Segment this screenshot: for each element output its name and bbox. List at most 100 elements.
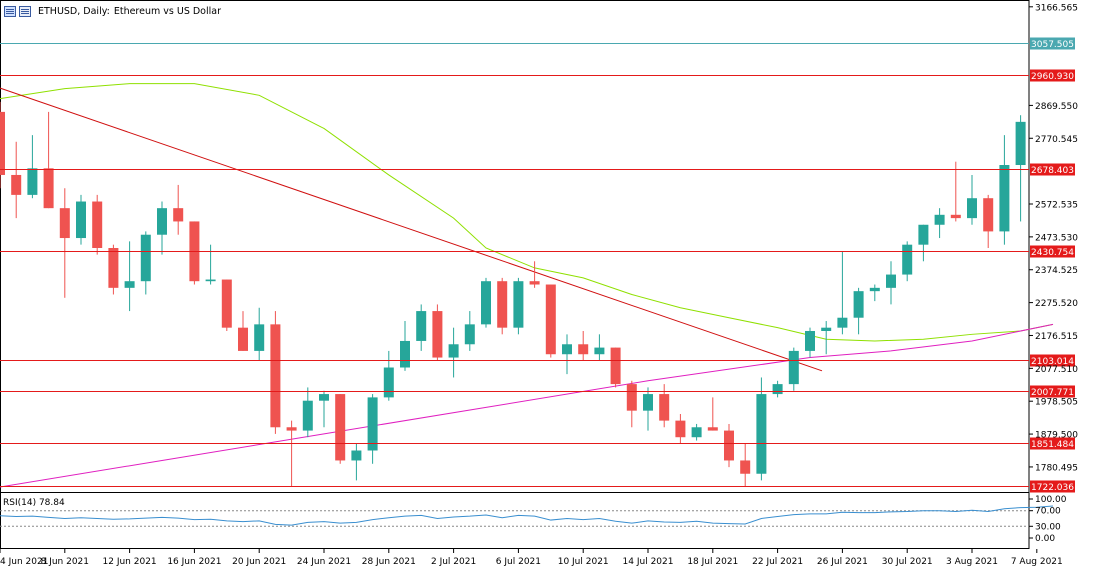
candle-body: [545, 284, 556, 355]
candle: [772, 380, 783, 398]
candle-body: [724, 430, 734, 461]
price-tick-label: 1780.495: [1035, 463, 1078, 473]
rsi-tick-label: 100.00: [1035, 495, 1067, 505]
level-label: 2678.403: [1030, 163, 1075, 176]
candle-body: [367, 397, 378, 451]
candle-body: [400, 340, 410, 368]
candle: [659, 384, 670, 428]
level-label: 2430.754: [1030, 245, 1075, 258]
chart-title: ETHUSD, Daily: Ethereum vs US Dollar: [38, 6, 221, 17]
candle-body: [319, 394, 329, 401]
level-label: 1722.036: [1030, 480, 1075, 493]
level-label-text: 2430.754: [1031, 248, 1074, 258]
candle-body: [675, 420, 686, 438]
candle: [254, 307, 265, 361]
price-tick-label: 1879.500: [1035, 431, 1078, 441]
current-price-label: 3057.505: [1030, 37, 1075, 50]
candle-body: [11, 174, 22, 195]
candle-body: [837, 317, 848, 328]
candle: [918, 224, 929, 262]
candle-body: [27, 168, 38, 195]
moving-averages: [0, 83, 1054, 488]
date-label: 20 Jun 2021: [232, 557, 286, 567]
candle: [92, 194, 103, 255]
candle-body: [481, 281, 491, 325]
candle: [886, 261, 896, 305]
candle-body: [659, 394, 670, 421]
candle-body: [43, 168, 54, 209]
candle-body: [999, 165, 1010, 232]
candle: [319, 390, 329, 428]
candle-body: [886, 274, 896, 288]
candle: [788, 347, 799, 391]
chart-window-icon[interactable]: [4, 5, 16, 17]
candle: [189, 221, 200, 285]
candle: [950, 161, 961, 222]
rsi-tick-label: 70.00: [1035, 507, 1061, 517]
candle: [578, 330, 589, 361]
candle-body: [1015, 121, 1026, 166]
level-label: 1851.484: [1030, 437, 1075, 450]
candle: [740, 443, 751, 488]
candle: [513, 277, 524, 335]
candle-body: [983, 198, 994, 232]
symbol-description: Ethereum vs US Dollar: [113, 5, 222, 17]
level-label-box: [1030, 245, 1075, 258]
candle-body: [416, 311, 427, 341]
price-tick-label: 3166.565: [1035, 3, 1078, 13]
candle-body: [59, 208, 70, 239]
candle: [205, 244, 216, 285]
ma-long-line: [0, 323, 1054, 488]
candle-body: [92, 201, 103, 248]
chart-list-icon[interactable]: [19, 5, 31, 17]
chart-title-bar: ETHUSD, Daily: Ethereum vs US Dollar: [4, 3, 221, 19]
candle-body: [756, 394, 767, 474]
price-tick-label: 2572.535: [1035, 201, 1078, 211]
candle-body: [853, 291, 864, 318]
level-label: 2960.930: [1030, 69, 1075, 82]
candle-body: [610, 347, 621, 385]
date-label: 6 Jul 2021: [496, 557, 541, 567]
candle: [448, 327, 459, 378]
candle: [157, 201, 167, 255]
candle-body: [351, 450, 362, 461]
level-label: 2007.771: [1030, 385, 1075, 398]
candle: [902, 241, 913, 282]
candle-body: [124, 281, 135, 288]
candle: [351, 443, 362, 481]
price-tick-label: 2077.510: [1035, 365, 1078, 375]
candle: [1015, 115, 1026, 222]
candle-body: [902, 244, 913, 275]
candle-body: [740, 460, 751, 474]
candle-body: [497, 281, 508, 328]
candle: [610, 347, 621, 388]
candle: [302, 387, 313, 438]
candle: [756, 377, 767, 481]
price-tick-label: 2770.545: [1035, 135, 1078, 145]
candle: [416, 304, 427, 351]
candle-body: [643, 394, 653, 411]
candle: [545, 284, 556, 358]
candle-body: [254, 324, 265, 351]
candle-body: [950, 214, 961, 219]
candle-body: [707, 427, 718, 431]
level-label-text: 2678.403: [1031, 166, 1074, 176]
candle: [497, 277, 508, 335]
candle-body: [513, 281, 524, 328]
level-label-text: 2007.771: [1031, 388, 1074, 398]
candle-body: [772, 384, 783, 395]
candle-body: [691, 427, 702, 438]
candle: [432, 304, 443, 361]
candle: [11, 141, 22, 219]
candle-body: [529, 281, 540, 285]
candle-body: [140, 234, 151, 282]
candle-body: [578, 344, 589, 355]
candle: [59, 188, 70, 298]
price-axis: 2960.930 2678.403 2430.754 2103.014 2007.771…: [1029, 3, 1078, 493]
candle-body: [335, 394, 346, 461]
candle: [675, 413, 686, 444]
price-tick-label: 1978.505: [1035, 398, 1078, 408]
candle-body: [805, 330, 815, 351]
